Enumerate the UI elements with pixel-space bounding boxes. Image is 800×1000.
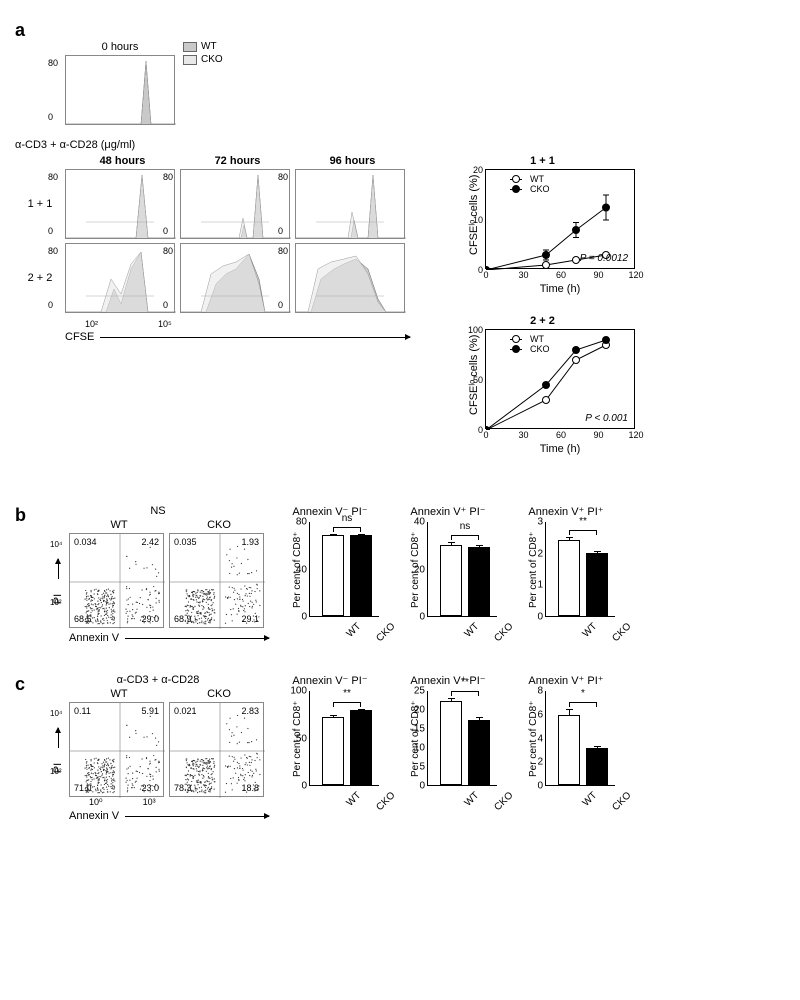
axis-arrow-up (58, 559, 59, 579)
scatter-panel-c: α-CD3 + α-CD28 WTCKO PI 0.11 5.91 71.0 2… (47, 674, 269, 822)
histogram-col-title: 48 hours (65, 155, 180, 167)
bar-x-label: WT (345, 790, 364, 809)
legend-swatch-wt (183, 42, 197, 52)
bar (586, 748, 608, 785)
bar-chart: 02468Per cent of CD8⁺WTCKO* (545, 691, 615, 786)
p-value: P = 0.0012 (580, 253, 628, 264)
histogram-plot: 800 (180, 243, 290, 313)
scatter-plot: 0.034 2.42 68.5 29.0 10⁴10² (69, 533, 164, 628)
histogram-plot: 800 (65, 243, 175, 313)
bar-chart-panel: Annexin V⁺ PI⁻02040Per cent of CD8⁺WTCKO… (399, 505, 497, 617)
axis-arrow-up (58, 728, 59, 748)
significance-label: ** (461, 677, 469, 688)
bar-x-label: CKO (492, 621, 515, 644)
significance-label: * (581, 688, 585, 699)
panel-c: c α-CD3 + α-CD28 WTCKO PI 0.11 5.91 71.0… (15, 674, 785, 822)
bar-chart: 0123Per cent of CD8⁺WTCKO** (545, 522, 615, 617)
bar-x-label: CKO (610, 790, 633, 813)
bar-chart-panel: Annexin V⁺ PI⁺0123Per cent of CD8⁺WTCKO*… (517, 505, 615, 617)
bar-chart-panel: Annexin V⁻ PI⁻050100Per cent of CD8⁺WTCK… (281, 674, 379, 786)
histogram-title: 0 hours (65, 41, 175, 53)
bar-x-label: CKO (374, 790, 397, 813)
x-axis-label: Time (h) (485, 443, 635, 455)
bar (350, 710, 372, 785)
histogram-grid: 48 hours72 hours96 hours 1 + 1800 800 80… (15, 155, 410, 343)
bar (468, 720, 490, 785)
significance-label: ns (342, 513, 353, 524)
bar-chart: 0510152025Per cent of CD8⁺WTCKO** (427, 691, 497, 786)
bar (440, 701, 462, 785)
bar-chart-panel: Annexin V⁺ PI⁻0510152025Per cent of CD8⁺… (399, 674, 497, 786)
significance-label: ns (460, 521, 471, 532)
legend-swatch-cko (183, 55, 197, 65)
bar-chart-panel: Annexin V⁻ PI⁻04080Per cent of CD8⁺WTCKO… (281, 505, 379, 617)
scatter-col-label: CKO (169, 688, 269, 700)
bar-x-label: WT (463, 790, 482, 809)
scatter-col-label: WT (69, 688, 169, 700)
axis-arrow (100, 337, 410, 338)
x-axis-label: Time (h) (485, 283, 635, 295)
histogram-plot: 800 (295, 169, 405, 239)
bar-x-label: CKO (610, 621, 633, 644)
bar (440, 545, 462, 616)
bar-chart: 04080Per cent of CD8⁺WTCKOns (309, 522, 379, 617)
bar (586, 553, 608, 616)
bar-chart: 050100Per cent of CD8⁺WTCKO** (309, 691, 379, 786)
line-chart-legend: WTCKO (510, 174, 550, 194)
x-tick: 10³ (143, 797, 156, 808)
x-tick: 10⁰ (89, 797, 103, 808)
bar-x-label: CKO (492, 790, 515, 813)
scatter-col-label: CKO (169, 519, 269, 531)
panel-label-c: c (15, 674, 35, 695)
bar (558, 715, 580, 785)
p-value: P < 0.001 (585, 413, 628, 424)
ytick: 80 (48, 58, 58, 68)
scatter-title: α-CD3 + α-CD28 (47, 674, 269, 686)
line-chart: 010200306090120WTCKOP = 0.0012CFSEˡᵒ cel… (485, 169, 635, 269)
axis-arrow (125, 816, 269, 817)
histogram-col-title: 72 hours (180, 155, 295, 167)
legend-label: WT (201, 41, 217, 52)
scatter-panel-b: NS WTCKO PI 0.034 2.42 68.5 29.0 10⁴10² (47, 505, 269, 644)
histogram-col-title: 96 hours (295, 155, 410, 167)
bar-x-label: WT (581, 790, 600, 809)
legend-a: WT CKO (183, 41, 223, 133)
panel-label-a: a (15, 20, 785, 41)
scatter-title: NS (47, 505, 269, 517)
x-axis-label: Annexin V (69, 632, 119, 644)
panel-b: b NS WTCKO PI 0.034 2.42 68.5 29.0 (15, 505, 785, 644)
bar (350, 535, 372, 616)
significance-label: ** (343, 688, 351, 699)
panel-label-b: b (15, 505, 35, 526)
line-chart: 0501000306090120WTCKOP < 0.001CFSEˡᵒ cel… (485, 329, 635, 429)
bar-x-label: WT (463, 621, 482, 640)
line-charts: 1 + 1010200306090120WTCKOP = 0.0012CFSEˡ… (450, 155, 635, 475)
bar-chart-panel: Annexin V⁺ PI⁺02468Per cent of CD8⁺WTCKO… (517, 674, 615, 786)
scatter-plot: 0.035 1.93 68.9 29.1 (169, 533, 264, 628)
significance-label: ** (579, 516, 587, 527)
bar (322, 535, 344, 616)
x-axis-label: CFSE (65, 331, 94, 343)
legend-label: CKO (201, 54, 223, 65)
scatter-col-label: WT (69, 519, 169, 531)
scatter-plot: 0.11 5.91 71.0 23.0 10⁴10² (69, 702, 164, 797)
histogram-0h: 0 hours 80 0 (65, 41, 175, 125)
x-axis-label: Annexin V (69, 810, 119, 822)
panel-a: a 0 hours 80 0 WT CKO α-CD3 + α-CD28 (μg… (15, 20, 785, 475)
bar (558, 540, 580, 616)
histogram-plot: 800 (295, 243, 405, 313)
scatter-plot: 0.021 2.83 78.3 18.8 (169, 702, 264, 797)
bar (468, 547, 490, 616)
histogram-plot: 800 (65, 169, 175, 239)
bar-x-label: CKO (374, 621, 397, 644)
bar-chart: 02040Per cent of CD8⁺WTCKOns (427, 522, 497, 617)
stimulation-label: α-CD3 + α-CD28 (μg/ml) (15, 139, 785, 151)
line-chart-legend: WTCKO (510, 334, 550, 354)
bar-x-label: WT (581, 621, 600, 640)
ytick: 0 (48, 112, 53, 122)
bar-x-label: WT (345, 621, 364, 640)
axis-arrow (125, 638, 269, 639)
bar (322, 717, 344, 785)
histogram-plot: 800 (180, 169, 290, 239)
